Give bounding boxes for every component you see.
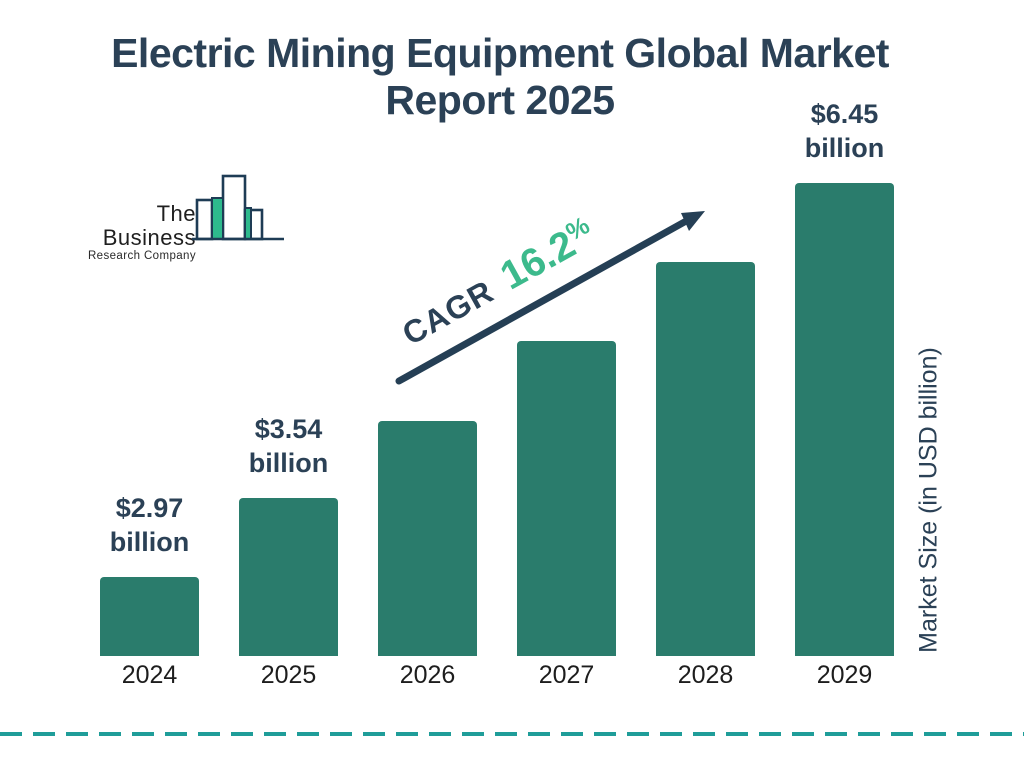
x-axis-label-2027: 2027	[538, 661, 595, 689]
x-axis-label-2029: 2029	[816, 661, 873, 689]
bar-2029	[795, 183, 894, 656]
data-label-unit: billion	[248, 448, 329, 478]
data-label-amount: $2.97	[115, 493, 184, 523]
data-label-2024: $2.97 billion	[65, 491, 235, 559]
logo-name: The Business	[102, 201, 196, 250]
page-title-line1: Electric Mining Equipment Global Market	[111, 30, 889, 76]
bar-2024	[100, 577, 199, 656]
data-label-amount: $6.45	[810, 99, 879, 129]
data-label-2029: $6.45 billion	[760, 97, 930, 165]
bottom-dashed-divider	[0, 732, 1024, 736]
bar-2028	[656, 262, 755, 656]
page-title: Electric Mining Equipment Global Market …	[0, 30, 1000, 124]
cagr-value-group: 16.2%	[493, 211, 602, 299]
bar-2026	[378, 421, 477, 656]
cagr-label: CAGR	[396, 272, 500, 353]
page-title-line2: Report 2025	[385, 77, 615, 123]
x-axis-label-2024: 2024	[121, 661, 178, 689]
bar-2027	[517, 341, 616, 656]
logo-subname: Research Company	[87, 250, 196, 262]
logo-bar-chart-icon	[192, 174, 284, 241]
data-label-amount: $3.54	[254, 414, 323, 444]
data-label-unit: billion	[109, 527, 190, 557]
cagr-annotation: CAGR 16.2%	[393, 211, 602, 354]
x-axis-label-2025: 2025	[260, 661, 317, 689]
x-axis-label-2026: 2026	[399, 661, 456, 689]
y-axis-label: Market Size (in USD billion)	[914, 347, 943, 653]
logo-wordmark: The Business Research Company	[68, 202, 196, 263]
data-label-2025: $3.54 billion	[204, 412, 374, 480]
data-label-unit: billion	[804, 133, 885, 163]
bar-2025	[239, 498, 338, 656]
x-axis-label-2028: 2028	[677, 661, 734, 689]
